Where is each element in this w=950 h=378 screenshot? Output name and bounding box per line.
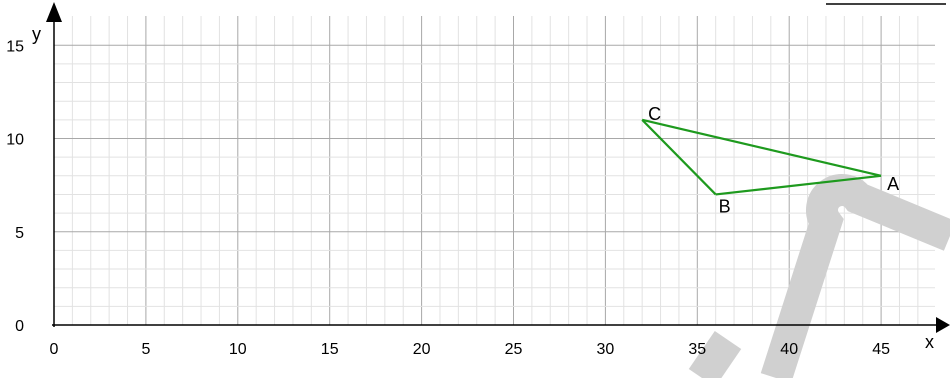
y-tick-label: 15	[6, 38, 24, 55]
axes	[46, 2, 950, 333]
triangle	[641, 118, 882, 196]
vertex-label-B: B	[719, 196, 731, 216]
x-axis-arrow-icon	[936, 317, 950, 333]
x-axis-label: x	[925, 332, 934, 352]
vertex-label-C: C	[648, 104, 661, 124]
x-tick-label: 20	[413, 341, 431, 358]
y-tick-label: 0	[15, 318, 24, 335]
x-tick-label: 25	[505, 341, 523, 358]
y-tick-label: 10	[6, 132, 24, 149]
watermark	[688, 174, 950, 378]
x-tick-label: 30	[597, 341, 615, 358]
vertex-label-A: A	[887, 174, 899, 194]
x-tick-label: 15	[321, 341, 339, 358]
vertex-labels: A B C	[648, 104, 899, 217]
grid	[54, 16, 935, 325]
triangle-edge-CA	[641, 118, 882, 177]
triangle-edge-AB	[715, 174, 882, 196]
x-tick-label: 35	[688, 341, 706, 358]
x-tick-label: 40	[780, 341, 798, 358]
x-tick-label: 10	[229, 341, 247, 358]
triangle-edge-BC	[641, 119, 717, 196]
x-tick-label: 45	[872, 341, 890, 358]
x-tick-label: 0	[50, 341, 59, 358]
y-axis-label: y	[32, 24, 41, 44]
x-tick-label: 5	[141, 341, 150, 358]
y-axis-arrow-icon	[46, 2, 62, 22]
y-tick-label: 5	[15, 225, 24, 242]
watermark-stroke	[688, 330, 742, 378]
tick-labels: 0 5 10 15 20 25 30 35 40 45 0 5 10 15 y x	[6, 24, 934, 358]
watermark-stroke	[760, 174, 950, 378]
